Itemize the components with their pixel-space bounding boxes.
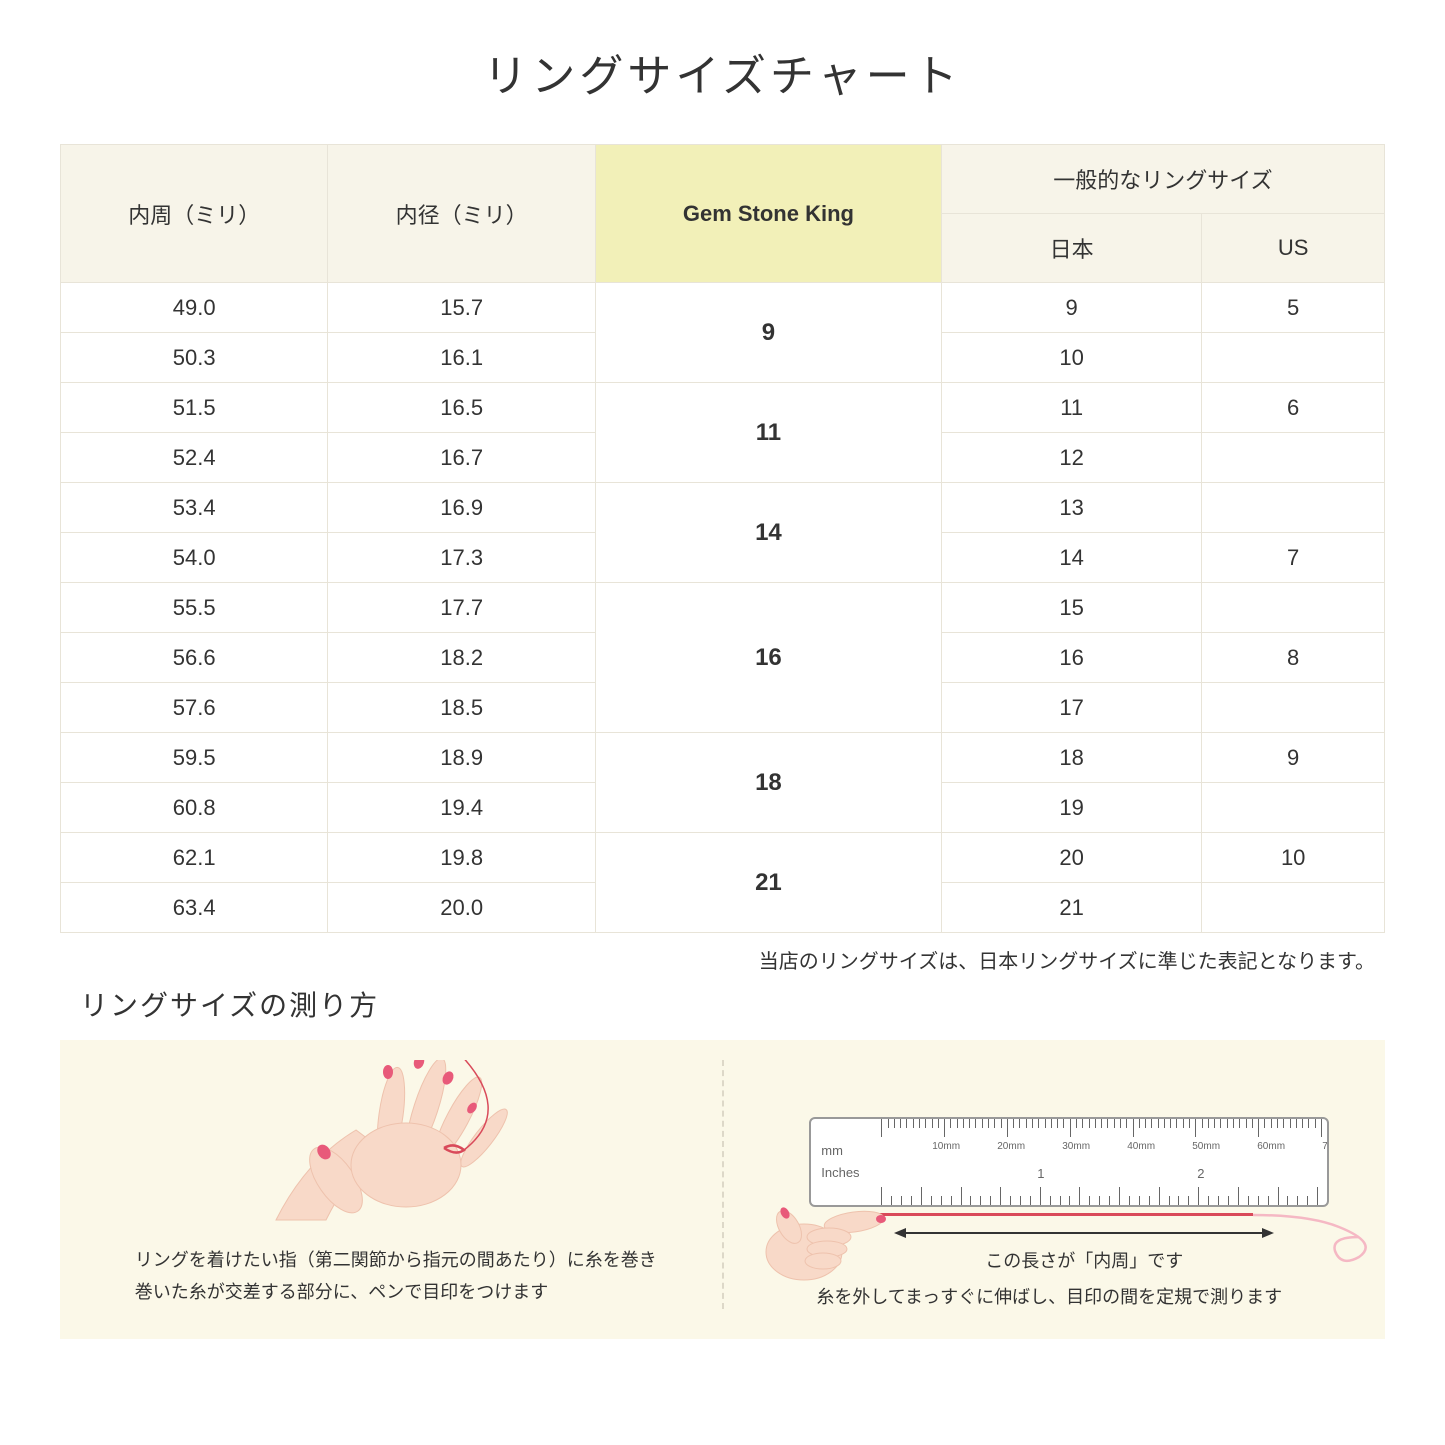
cell-japan: 9 [941, 283, 1201, 333]
cell-circumference: 50.3 [61, 333, 328, 383]
cell-diameter: 17.3 [328, 533, 595, 583]
header-us: US [1202, 214, 1385, 283]
cell-us [1202, 683, 1385, 733]
cell-circumference: 60.8 [61, 783, 328, 833]
cell-diameter: 15.7 [328, 283, 595, 333]
table-row: 55.517.71615 [61, 583, 1385, 633]
cell-circumference: 51.5 [61, 383, 328, 433]
cell-diameter: 19.8 [328, 833, 595, 883]
ruler-mm-tick-label: 60mm [1257, 1141, 1285, 1152]
ruler-mm-label: mm [821, 1143, 843, 1158]
cell-circumference: 62.1 [61, 833, 328, 883]
ruler-mm-tick-label: 10mm [932, 1141, 960, 1152]
instruction-left-text: リングを着けたい指（第二関節から指元の間あたり）に糸を巻き 巻いた糸が交差する部… [135, 1244, 657, 1309]
ruler-illustration: mm Inches 10mm20mm30mm40mm50mm60mm70mm 1… [769, 1117, 1329, 1273]
cell-us: 6 [1202, 383, 1385, 433]
cell-japan: 12 [941, 433, 1201, 483]
instructions-divider [722, 1060, 724, 1309]
header-gem: Gem Stone King [595, 145, 941, 283]
header-diameter: 内径（ミリ） [328, 145, 595, 283]
instructions-title: リングサイズの測り方 [60, 984, 1385, 1024]
cell-circumference: 59.5 [61, 733, 328, 783]
cell-japan: 21 [941, 883, 1201, 933]
cell-circumference: 53.4 [61, 483, 328, 533]
cell-diameter: 16.9 [328, 483, 595, 533]
cell-us [1202, 333, 1385, 383]
ruler-mm-tick-label: 40mm [1127, 1141, 1155, 1152]
cell-us [1202, 783, 1385, 833]
measurement-arrow: この長さが「内周」です [839, 1225, 1329, 1273]
cell-diameter: 19.4 [328, 783, 595, 833]
cell-gem: 18 [595, 733, 941, 833]
cell-gem: 14 [595, 483, 941, 583]
cell-circumference: 55.5 [61, 583, 328, 633]
ruler-in-tick-label: 2 [1197, 1166, 1204, 1181]
cell-gem: 21 [595, 833, 941, 933]
cell-circumference: 57.6 [61, 683, 328, 733]
cell-japan: 13 [941, 483, 1201, 533]
table-note: 当店のリングサイズは、日本リングサイズに準じた表記となります。 [60, 945, 1385, 974]
table-row: 59.518.918189 [61, 733, 1385, 783]
cell-circumference: 56.6 [61, 633, 328, 683]
instruction-left: リングを着けたい指（第二関節から指元の間あたり）に糸を巻き 巻いた糸が交差する部… [90, 1060, 702, 1309]
cell-diameter: 16.7 [328, 433, 595, 483]
hand-wrap-illustration [216, 1060, 576, 1230]
cell-diameter: 18.5 [328, 683, 595, 733]
ruler-in-tick-label: 1 [1037, 1166, 1044, 1181]
table-row: 49.015.7995 [61, 283, 1385, 333]
cell-japan: 19 [941, 783, 1201, 833]
header-circumference: 内周（ミリ） [61, 145, 328, 283]
cell-diameter: 20.0 [328, 883, 595, 933]
cell-us: 9 [1202, 733, 1385, 783]
cell-circumference: 63.4 [61, 883, 328, 933]
cell-diameter: 18.9 [328, 733, 595, 783]
instruction-right: mm Inches 10mm20mm30mm40mm50mm60mm70mm 1… [744, 1060, 1356, 1309]
cell-us [1202, 583, 1385, 633]
header-general: 一般的なリングサイズ [941, 145, 1384, 214]
cell-gem: 9 [595, 283, 941, 383]
table-row: 51.516.511116 [61, 383, 1385, 433]
cell-japan: 10 [941, 333, 1201, 383]
cell-diameter: 18.2 [328, 633, 595, 683]
table-row: 62.119.8212010 [61, 833, 1385, 883]
table-row: 53.416.91413 [61, 483, 1385, 533]
cell-japan: 18 [941, 733, 1201, 783]
ruler-mm-tick-label: 50mm [1192, 1141, 1220, 1152]
cell-circumference: 49.0 [61, 283, 328, 333]
cell-japan: 11 [941, 383, 1201, 433]
cell-circumference: 52.4 [61, 433, 328, 483]
ruler-mm-tick-label: 30mm [1062, 1141, 1090, 1152]
cell-us [1202, 483, 1385, 533]
cell-diameter: 16.1 [328, 333, 595, 383]
cell-us: 8 [1202, 633, 1385, 683]
cell-diameter: 17.7 [328, 583, 595, 633]
header-japan: 日本 [941, 214, 1201, 283]
instructions-panel: リングを着けたい指（第二関節から指元の間あたり）に糸を巻き 巻いた糸が交差する部… [60, 1040, 1385, 1339]
cell-gem: 11 [595, 383, 941, 483]
page-title: リングサイズチャート [60, 40, 1385, 104]
cell-diameter: 16.5 [328, 383, 595, 433]
cell-circumference: 54.0 [61, 533, 328, 583]
cell-us [1202, 883, 1385, 933]
ring-size-table: 内周（ミリ） 内径（ミリ） Gem Stone King 一般的なリングサイズ … [60, 144, 1385, 933]
cell-japan: 17 [941, 683, 1201, 733]
cell-japan: 20 [941, 833, 1201, 883]
cell-us [1202, 433, 1385, 483]
thread-line [873, 1213, 1253, 1216]
ruler-mm-tick-label: 20mm [997, 1141, 1025, 1152]
cell-us: 5 [1202, 283, 1385, 333]
cell-us: 7 [1202, 533, 1385, 583]
cell-us: 10 [1202, 833, 1385, 883]
ruler-mm-tick-label: 70mm [1322, 1141, 1329, 1152]
cell-japan: 14 [941, 533, 1201, 583]
cell-japan: 16 [941, 633, 1201, 683]
cell-japan: 15 [941, 583, 1201, 633]
cell-gem: 16 [595, 583, 941, 733]
